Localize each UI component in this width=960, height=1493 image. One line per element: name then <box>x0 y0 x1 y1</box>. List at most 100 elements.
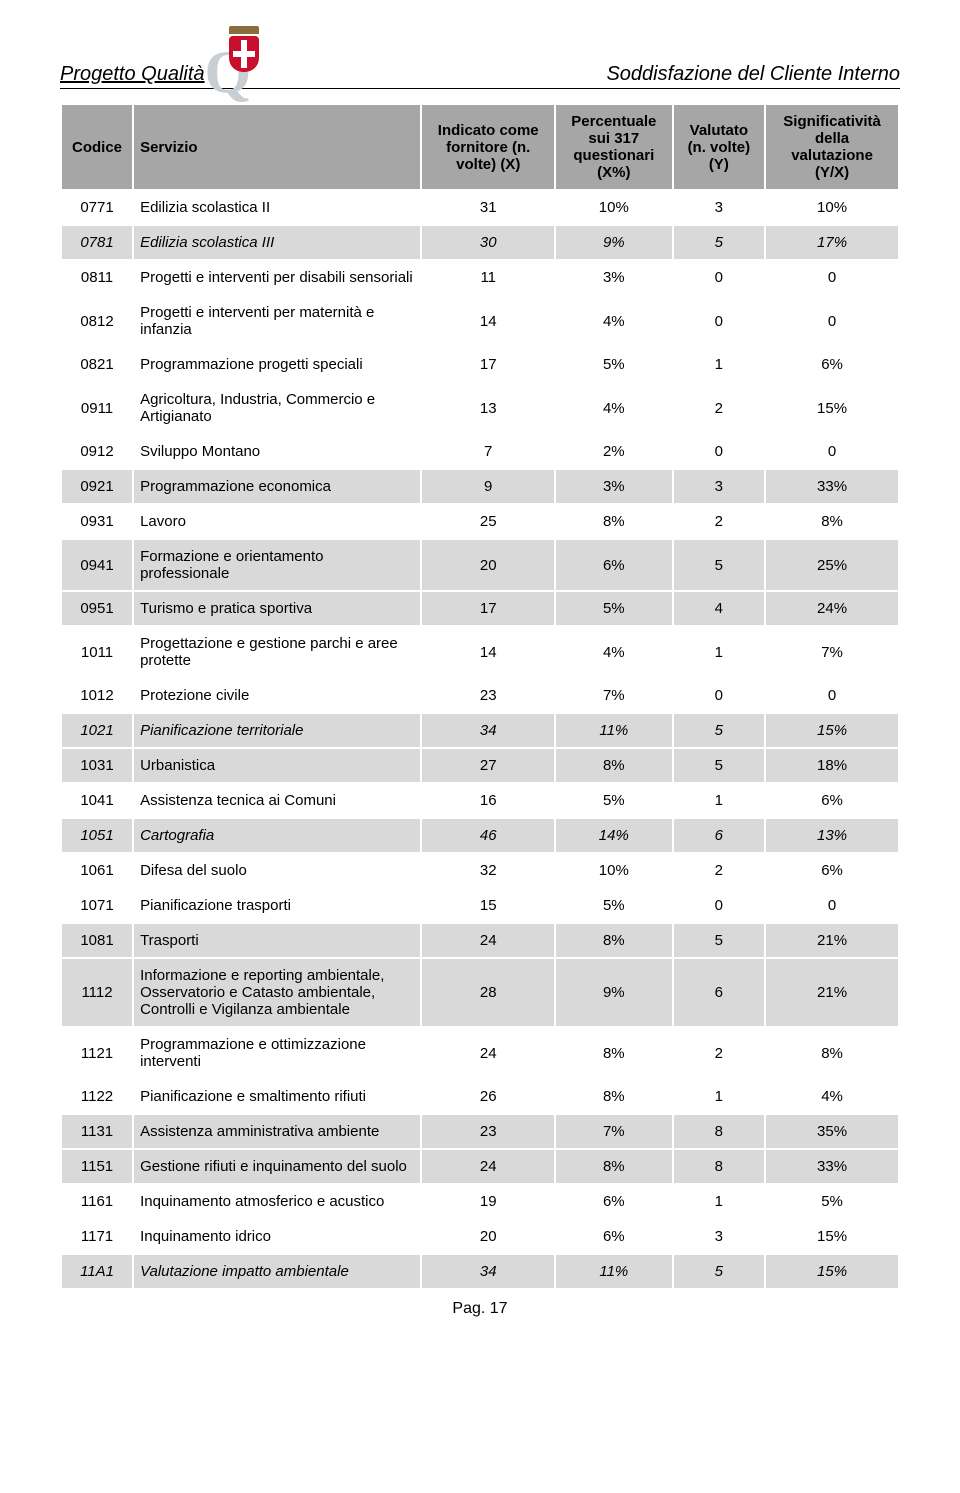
cell-x: 20 <box>421 1219 555 1254</box>
table-row: 1171Inquinamento idrico206%315% <box>61 1219 899 1254</box>
cell-x: 19 <box>421 1184 555 1219</box>
cell-yx: 7% <box>765 626 899 678</box>
table-row: 1151Gestione rifiuti e inquinamento del … <box>61 1149 899 1184</box>
cell-code: 1171 <box>61 1219 133 1254</box>
cell-yx: 10% <box>765 190 899 225</box>
cell-yx: 0 <box>765 678 899 713</box>
cell-y: 6 <box>673 958 766 1027</box>
cell-x: 28 <box>421 958 555 1027</box>
cell-servizio: Inquinamento idrico <box>133 1219 421 1254</box>
header-left-title: Progetto Qualità <box>60 63 205 86</box>
cell-servizio: Cartografia <box>133 818 421 853</box>
cell-servizio: Formazione e orientamento professionale <box>133 539 421 591</box>
cell-x: 16 <box>421 783 555 818</box>
cell-servizio: Edilizia scolastica II <box>133 190 421 225</box>
cell-xp: 3% <box>555 260 672 295</box>
cell-x: 27 <box>421 748 555 783</box>
table-row: 1021Pianificazione territoriale3411%515% <box>61 713 899 748</box>
col-xp: Percentuale sui 317 questionari (X%) <box>555 104 672 190</box>
cell-y: 1 <box>673 783 766 818</box>
cell-xp: 8% <box>555 748 672 783</box>
cell-code: 1131 <box>61 1114 133 1149</box>
cell-y: 2 <box>673 504 766 539</box>
cell-yx: 6% <box>765 853 899 888</box>
cell-code: 0771 <box>61 190 133 225</box>
cell-servizio: Progettazione e gestione parchi e aree p… <box>133 626 421 678</box>
cell-yx: 0 <box>765 888 899 923</box>
cell-code: 1041 <box>61 783 133 818</box>
cell-servizio: Informazione e reporting ambientale, Oss… <box>133 958 421 1027</box>
cell-code: 0921 <box>61 469 133 504</box>
cell-y: 2 <box>673 382 766 434</box>
cell-yx: 35% <box>765 1114 899 1149</box>
cell-xp: 6% <box>555 1184 672 1219</box>
cell-xp: 11% <box>555 1254 672 1289</box>
cell-code: 1081 <box>61 923 133 958</box>
cell-code: 1012 <box>61 678 133 713</box>
col-x: Indicato come fornitore (n. volte) (X) <box>421 104 555 190</box>
cell-y: 3 <box>673 1219 766 1254</box>
cell-y: 4 <box>673 591 766 626</box>
cell-y: 5 <box>673 748 766 783</box>
table-row: 1061Difesa del suolo3210%26% <box>61 853 899 888</box>
table-row: 0821Programmazione progetti speciali175%… <box>61 347 899 382</box>
table-row: 1011Progettazione e gestione parchi e ar… <box>61 626 899 678</box>
cell-y: 5 <box>673 713 766 748</box>
cell-servizio: Lavoro <box>133 504 421 539</box>
cell-xp: 11% <box>555 713 672 748</box>
cell-x: 46 <box>421 818 555 853</box>
cell-servizio: Pianificazione e smaltimento rifiuti <box>133 1079 421 1114</box>
table-row: 1112Informazione e reporting ambientale,… <box>61 958 899 1027</box>
data-table: Codice Servizio Indicato come fornitore … <box>60 103 900 1290</box>
cell-x: 11 <box>421 260 555 295</box>
table-row: 1121Programmazione e ottimizzazione inte… <box>61 1027 899 1079</box>
cell-servizio: Protezione civile <box>133 678 421 713</box>
cell-y: 5 <box>673 923 766 958</box>
cell-x: 9 <box>421 469 555 504</box>
cell-yx: 15% <box>765 1219 899 1254</box>
cell-y: 0 <box>673 260 766 295</box>
cell-code: 1051 <box>61 818 133 853</box>
cell-xp: 5% <box>555 347 672 382</box>
cell-y: 3 <box>673 469 766 504</box>
cell-servizio: Progetti e interventi per maternità e in… <box>133 295 421 347</box>
page-footer: Pag. 17 <box>60 1300 900 1318</box>
cell-yx: 33% <box>765 1149 899 1184</box>
cell-servizio: Programmazione economica <box>133 469 421 504</box>
cell-yx: 18% <box>765 748 899 783</box>
table-row: 0812Progetti e interventi per maternità … <box>61 295 899 347</box>
cell-yx: 8% <box>765 1027 899 1079</box>
col-yx: Significatività della valutazione (Y/X) <box>765 104 899 190</box>
table-row: 11A1Valutazione impatto ambientale3411%5… <box>61 1254 899 1289</box>
cell-y: 1 <box>673 1079 766 1114</box>
cell-code: 0812 <box>61 295 133 347</box>
table-header-row: Codice Servizio Indicato come fornitore … <box>61 104 899 190</box>
table-row: 1161Inquinamento atmosferico e acustico1… <box>61 1184 899 1219</box>
table-row: 1122Pianificazione e smaltimento rifiuti… <box>61 1079 899 1114</box>
cell-y: 6 <box>673 818 766 853</box>
cell-yx: 21% <box>765 958 899 1027</box>
cell-x: 13 <box>421 382 555 434</box>
cell-x: 23 <box>421 1114 555 1149</box>
cell-y: 8 <box>673 1149 766 1184</box>
cell-xp: 8% <box>555 1149 672 1184</box>
header-right-title: Soddisfazione del Cliente Interno <box>606 63 900 86</box>
cell-servizio: Assistenza amministrativa ambiente <box>133 1114 421 1149</box>
cell-y: 3 <box>673 190 766 225</box>
cell-xp: 3% <box>555 469 672 504</box>
cell-servizio: Inquinamento atmosferico e acustico <box>133 1184 421 1219</box>
cell-yx: 15% <box>765 1254 899 1289</box>
cell-x: 7 <box>421 434 555 469</box>
table-row: 1012Protezione civile237%00 <box>61 678 899 713</box>
cell-x: 24 <box>421 1149 555 1184</box>
cell-x: 15 <box>421 888 555 923</box>
table-body: 0771Edilizia scolastica II3110%310%0781E… <box>61 190 899 1289</box>
cell-servizio: Trasporti <box>133 923 421 958</box>
cell-yx: 17% <box>765 225 899 260</box>
cell-xp: 4% <box>555 295 672 347</box>
cell-y: 2 <box>673 853 766 888</box>
cell-x: 26 <box>421 1079 555 1114</box>
cell-x: 20 <box>421 539 555 591</box>
cell-servizio: Valutazione impatto ambientale <box>133 1254 421 1289</box>
cell-code: 1031 <box>61 748 133 783</box>
